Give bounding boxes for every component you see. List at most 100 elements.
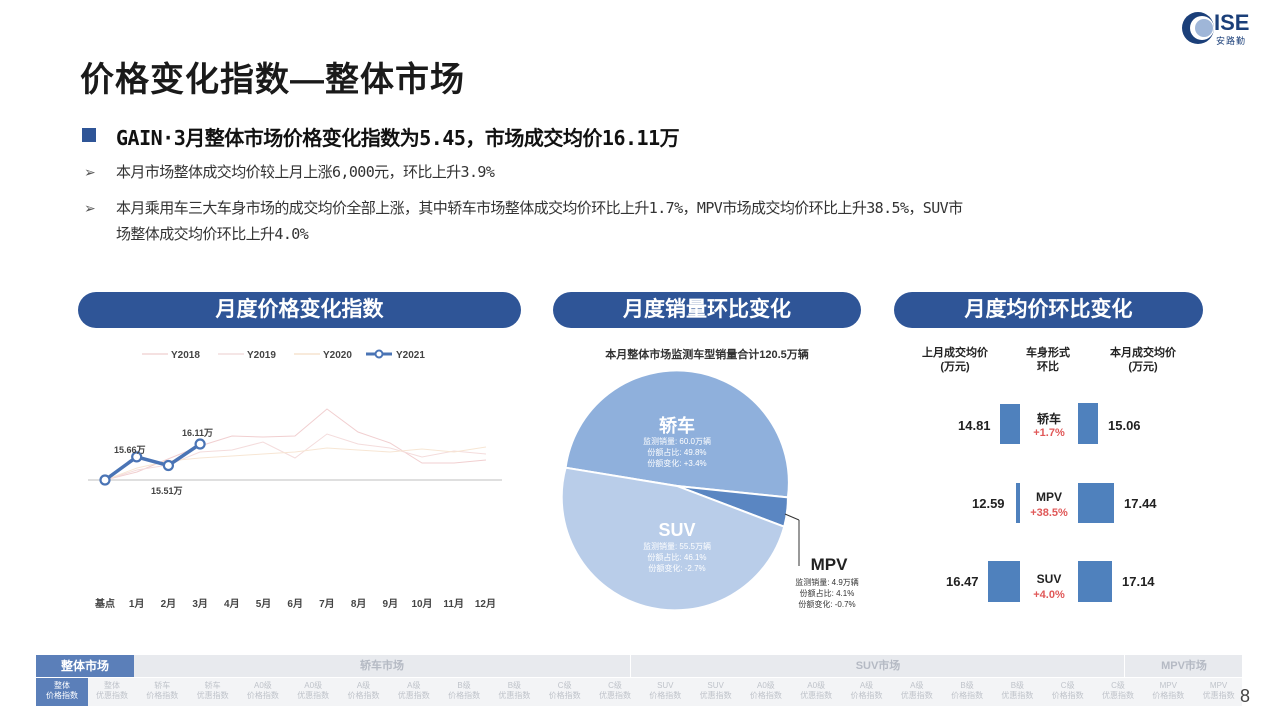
suv-curr-price: 17.14 [1122,574,1155,589]
market-tab-bar [36,655,1242,677]
panel-title-price-index: 月度价格变化指数 [78,292,521,328]
subtab-item[interactable]: C级 价格指数 [541,681,589,701]
suv-share: 份额占比: 46.1% [647,552,706,562]
series-y2018-line [104,408,487,481]
x-tick-label: 10月 [411,598,432,610]
subtab-item[interactable]: A0级 价格指数 [742,681,790,701]
subtab-item[interactable]: B级 优惠指数 [993,681,1041,701]
header-body-type-line2: 环比 [1037,361,1059,373]
subtab-item-line1: A0级 [253,681,272,690]
suv-change: +4.0% [1033,589,1065,601]
sedan-label: 轿车 [659,415,695,436]
y2021-point [131,451,143,463]
sedan-prev-bar [1000,404,1020,444]
annotation-jan: 15.66万 [114,445,146,455]
header-prev-price: 上月成交均价 (万元) [910,346,1000,374]
subtab-item-line1: C级 [608,681,622,690]
subtab-item[interactable]: MPV 价格指数 [1144,681,1192,701]
subtab-item-line2: 优惠指数 [498,691,531,700]
pie-slice-sedan [564,370,790,499]
header-curr-price-line1: 本月成交均价 [1110,347,1176,359]
sedan-prev-price: 14.81 [958,418,991,433]
page-title: 价格变化指数—整体市场 [80,61,465,99]
header-body-type: 车身形式 环比 [1008,346,1088,374]
x-axis-labels: 基点 1月 2月 3月 4月 5月 6月 7月 8月 9月 10月 11月 12月 [94,597,496,610]
subtab-item-line1: 整体 [104,681,120,690]
subtab-item-line2: 价格指数 [246,691,279,700]
sedan-name: 轿车 [1036,412,1061,426]
subtab-item-line1: C级 [557,681,572,690]
subtab-item[interactable]: A0级 价格指数 [239,681,287,701]
tab-suv-market[interactable]: SUV市场 [630,655,1125,677]
subtab-item-line1: A0级 [756,681,775,690]
subtab-item[interactable]: C级 价格指数 [1044,681,1092,701]
subtab-item[interactable]: SUV 优惠指数 [692,681,740,701]
subtab-overall-price-index[interactable] [36,678,88,706]
subtab-item-line1: SUV [707,681,724,690]
header-prev-price-line2: (万元) [940,361,970,373]
annotation-mar: 16.11万 [182,428,213,438]
subtab-label-line1: 整体 [54,681,70,690]
price-index-line-chart: Y2018 Y2019 Y2020 Y2021 15.66万 15.51万 16… [88,349,502,610]
subtab-item[interactable]: B级 优惠指数 [490,681,538,701]
page-number: 8 [1240,686,1251,706]
logo-subtext: 安路勤 [1216,36,1247,46]
subtab-item[interactable]: C级 优惠指数 [1094,681,1142,701]
pie-slice-suv [560,466,786,612]
subtab-item[interactable]: 整体 优惠指数 [88,681,136,701]
subtab-item[interactable]: A级 价格指数 [340,681,388,701]
sedan-sales: 监测销量: 60.0万辆 [643,436,711,446]
series-y2021 [99,438,206,486]
subtab-item-line1: A级 [859,681,874,690]
sedan-share-change: 份额变化: +3.4% [647,458,706,468]
subtab-item-line1: MPV [1159,681,1177,690]
subtab-item-line2: 价格指数 [951,691,984,700]
subtab-item[interactable]: MPV 优惠指数 [1195,681,1243,701]
index-subtab-bar [36,678,1242,706]
mpv-prev-bar [1016,483,1020,523]
subtab-item[interactable]: C级 优惠指数 [591,681,639,701]
subtab-item[interactable]: 轿车 价格指数 [138,681,186,701]
logo-text: ISE [1214,10,1250,35]
legend-y2019: Y2019 [247,350,276,361]
arrow-bullet-icon: ➢ [84,164,96,180]
subtab-item-line2: 价格指数 [850,691,883,700]
square-bullet-icon [82,128,96,142]
tab-sedan-market[interactable]: 轿车市场 [360,660,404,672]
subtab-item-line1: A级 [407,681,421,690]
subtab-item[interactable]: B级 价格指数 [943,681,991,701]
legend-y2018: Y2018 [171,350,200,361]
sedan-curr-bar [1078,403,1098,444]
tab-mpv-market[interactable]: MPV市场 [1124,655,1243,677]
subtab-item[interactable]: A级 优惠指数 [390,681,438,701]
subtab-item-line1: SUV [657,681,674,690]
subtab-item[interactable]: A级 价格指数 [843,681,891,701]
subtab-item-line1: B级 [1010,681,1025,690]
subtab-item[interactable]: B级 价格指数 [440,681,488,701]
y2021-point [162,459,175,472]
subtab-item[interactable]: 轿车 优惠指数 [189,681,237,701]
x-tick-label: 5月 [256,598,272,610]
mpv-curr-price: 17.44 [1124,496,1157,511]
subtab-item-line2: 优惠指数 [800,691,833,700]
x-tick-label: 1月 [129,598,145,610]
subtab-label-line2: 价格指数 [46,691,78,700]
subtab-item[interactable]: A级 优惠指数 [893,681,941,701]
panel-title-sales-change: 月度销量环比变化 [553,292,861,328]
x-tick-label: 3月 [192,598,208,610]
suv-share-change: 份额变化: -2.7% [648,563,705,573]
x-tick-label: 7月 [319,598,335,610]
mpv-name: MPV [1035,490,1062,504]
suv-curr-bar [1078,561,1112,602]
x-tick-label: 9月 [383,598,399,610]
chart-legend: Y2018 Y2019 Y2020 Y2021 [142,349,425,361]
subtab-item[interactable]: SUV 价格指数 [641,681,689,701]
summary-bullet-2-cont: 场整体成交均价环比上升4.0% [116,225,309,243]
mpv-prev-price: 12.59 [972,496,1005,511]
tab-overall-market[interactable]: 整体市场 [36,655,134,677]
x-tick-label: 6月 [287,598,303,610]
subtab-item[interactable]: A0级 优惠指数 [792,681,840,701]
x-tick-label: 2月 [161,598,177,610]
suv-name: SUV [1036,572,1062,586]
subtab-item[interactable]: A0级 优惠指数 [289,681,337,701]
